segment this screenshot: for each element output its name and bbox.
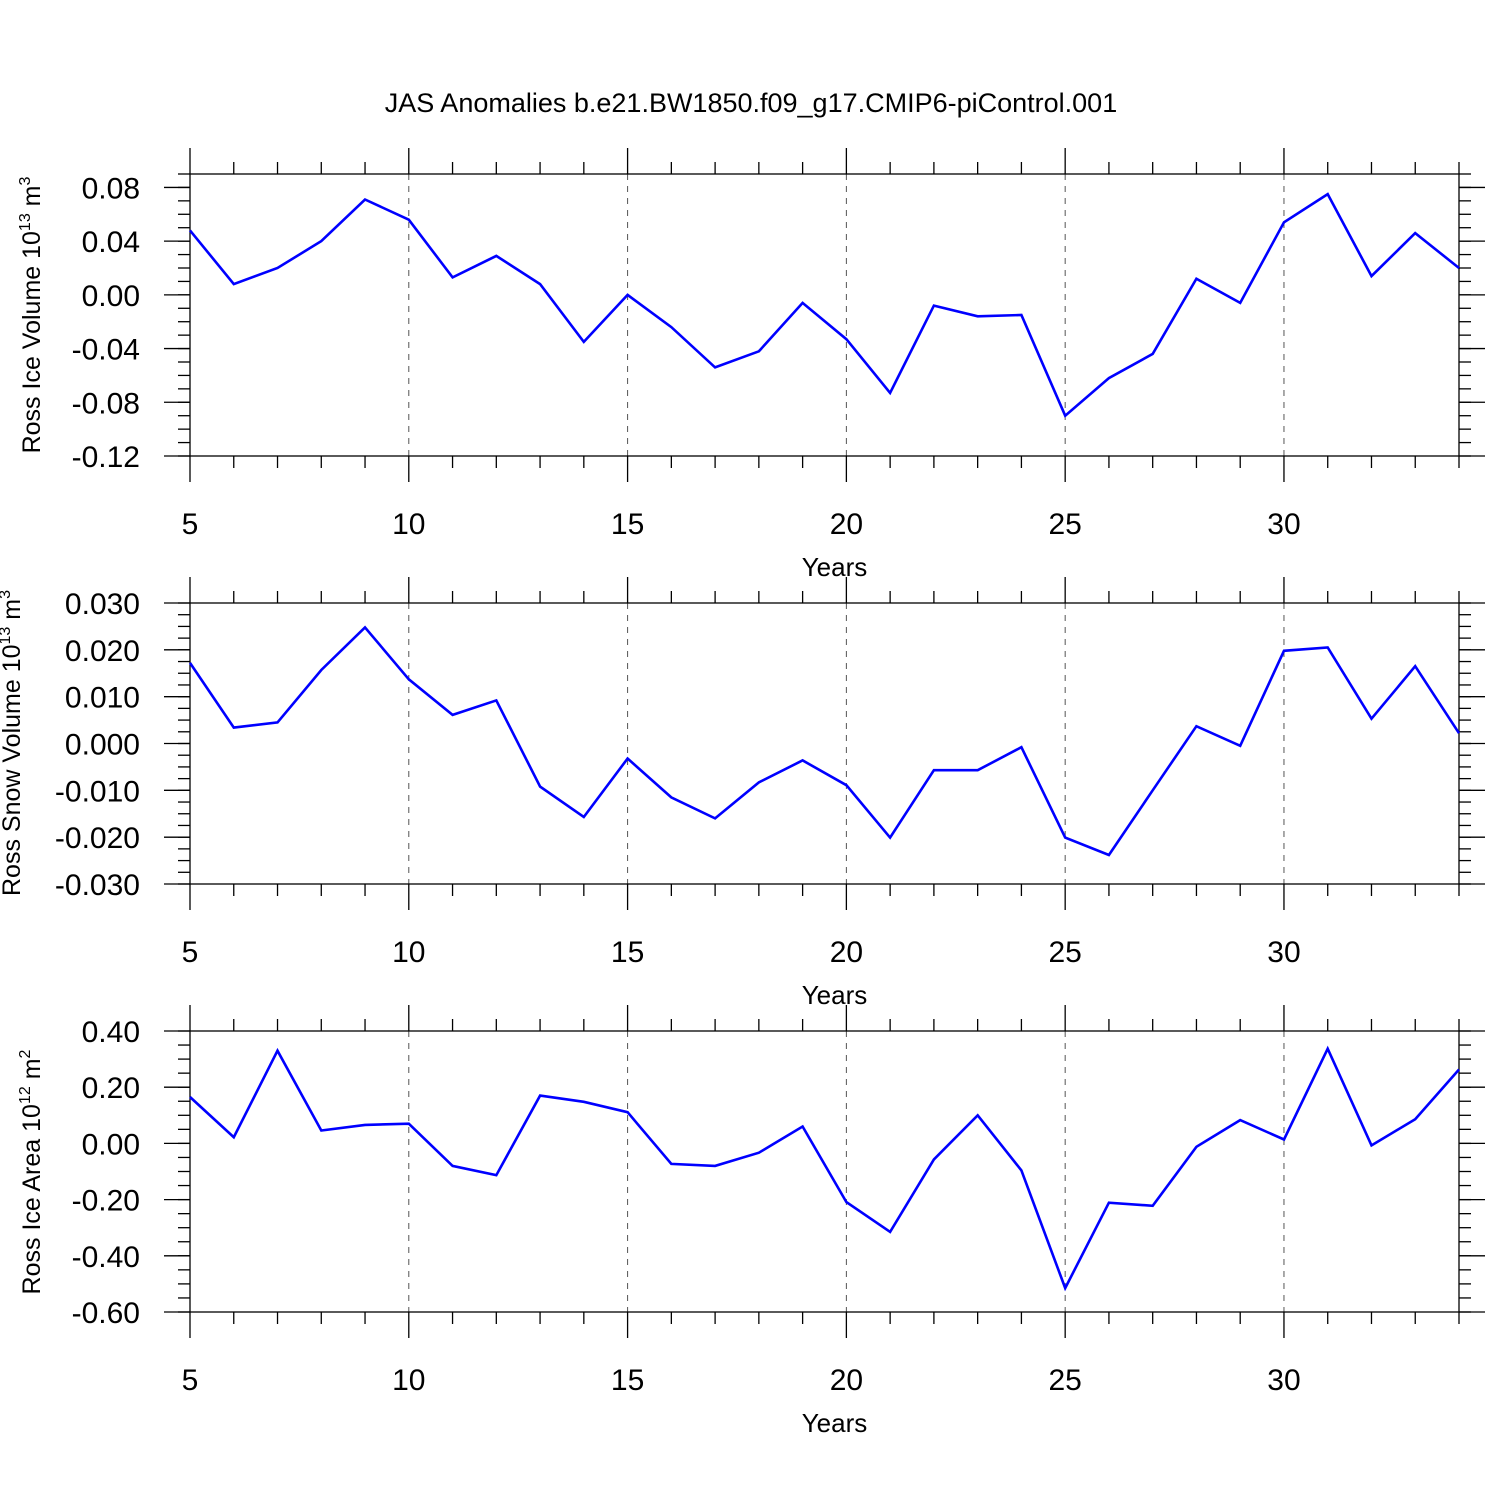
y-axis-label-unit: m: [18, 1058, 46, 1086]
x-tick-label: 15: [611, 508, 644, 541]
y-axis-label-exponent: 13: [0, 627, 14, 645]
y-axis-label: Ross Ice Area 1012 m2: [17, 1049, 46, 1294]
series-line: [188, 625, 1461, 857]
x-tick-label: 20: [830, 936, 863, 969]
x-axis-label: Years: [802, 980, 868, 1010]
y-axis-label-unit: m: [18, 185, 46, 213]
series-line: [188, 192, 1460, 418]
x-tick-label: 5: [182, 936, 199, 969]
panel-ross-snow-volume: -0.030 -0.020 -0.010 0.000 0.010 0.020 0.030 5 1…: [0, 577, 1485, 1010]
x-tick-label: 15: [611, 936, 644, 969]
y-axis-label-exponent: 12: [17, 1086, 34, 1104]
y-axis-label-exponent: 13: [17, 213, 34, 231]
x-tick-label: 20: [830, 1364, 863, 1397]
y-tick-label: -0.12: [72, 441, 140, 474]
panel-ross-ice-volume: -0.12 -0.08 -0.04 0.00 0.04 0.08 5 10 15 20 25 30 Ye…: [17, 148, 1485, 582]
panel-ross-ice-area: -0.60 -0.40 -0.20 0.00 0.20 0.40 5 10 15 20 25 30 Ye…: [17, 1005, 1485, 1438]
y-axis-label-unit-exponent: 3: [0, 590, 14, 599]
x-tick-label: 5: [182, 508, 199, 541]
y-axis-label: Ross Ice Volume 1013 m3: [17, 176, 46, 453]
x-tick-label: 20: [830, 508, 863, 541]
chart-title: JAS Anomalies b.e21.BW1850.f09_g17.CMIP6…: [385, 88, 1117, 118]
y-axis-label-unit: m: [0, 599, 26, 627]
series-line: [189, 1045, 1460, 1292]
x-tick-label: 25: [1048, 936, 1081, 969]
y-tick-label: -0.04: [72, 334, 140, 367]
y-tick-label: 0.00: [82, 280, 140, 313]
y-axis-label-unit-exponent: 3: [17, 176, 34, 185]
x-tick-label: 10: [392, 1364, 425, 1397]
y-tick-label: 0.40: [82, 1016, 140, 1049]
y-tick-label: 0.010: [65, 682, 140, 715]
x-tick-label: 30: [1267, 1364, 1300, 1397]
x-tick-label: 15: [611, 1364, 644, 1397]
y-tick-label: -0.40: [72, 1241, 140, 1274]
y-tick-label: -0.010: [55, 775, 140, 808]
y-tick-label: -0.08: [72, 387, 140, 420]
y-tick-label: 0.020: [65, 635, 140, 668]
y-axis-label: Ross Snow Volume 1013 m3: [0, 590, 26, 896]
plot-frame: [189, 173, 1460, 457]
x-tick-label: 10: [392, 936, 425, 969]
y-axis-label-unit-exponent: 2: [17, 1049, 34, 1058]
x-tick-label: 30: [1267, 936, 1300, 969]
y-axis-label-text: Ross Ice Volume 10: [18, 231, 46, 453]
y-tick-label: 0.000: [65, 729, 140, 762]
y-tick-label: -0.60: [72, 1297, 140, 1330]
x-axis-label: Years: [802, 1408, 868, 1438]
y-tick-label: -0.020: [55, 822, 140, 855]
x-tick-label: 30: [1267, 508, 1300, 541]
y-tick-label: -0.20: [72, 1185, 140, 1218]
x-tick-label: 10: [392, 508, 425, 541]
x-axis-label: Years: [802, 552, 868, 582]
y-tick-label: -0.030: [55, 869, 140, 902]
y-axis-label-text: Ross Ice Area 10: [18, 1104, 46, 1294]
y-axis-label-text: Ross Snow Volume 10: [0, 644, 26, 896]
y-tick-label: 0.030: [65, 588, 140, 621]
y-tick-label: 0.08: [82, 172, 140, 205]
y-tick-label: 0.20: [82, 1072, 140, 1105]
x-tick-label: 25: [1048, 1364, 1081, 1397]
y-tick-label: 0.00: [82, 1128, 140, 1161]
y-tick-label: 0.04: [82, 226, 140, 259]
x-tick-label: 5: [182, 1364, 199, 1397]
x-tick-label: 25: [1048, 508, 1081, 541]
